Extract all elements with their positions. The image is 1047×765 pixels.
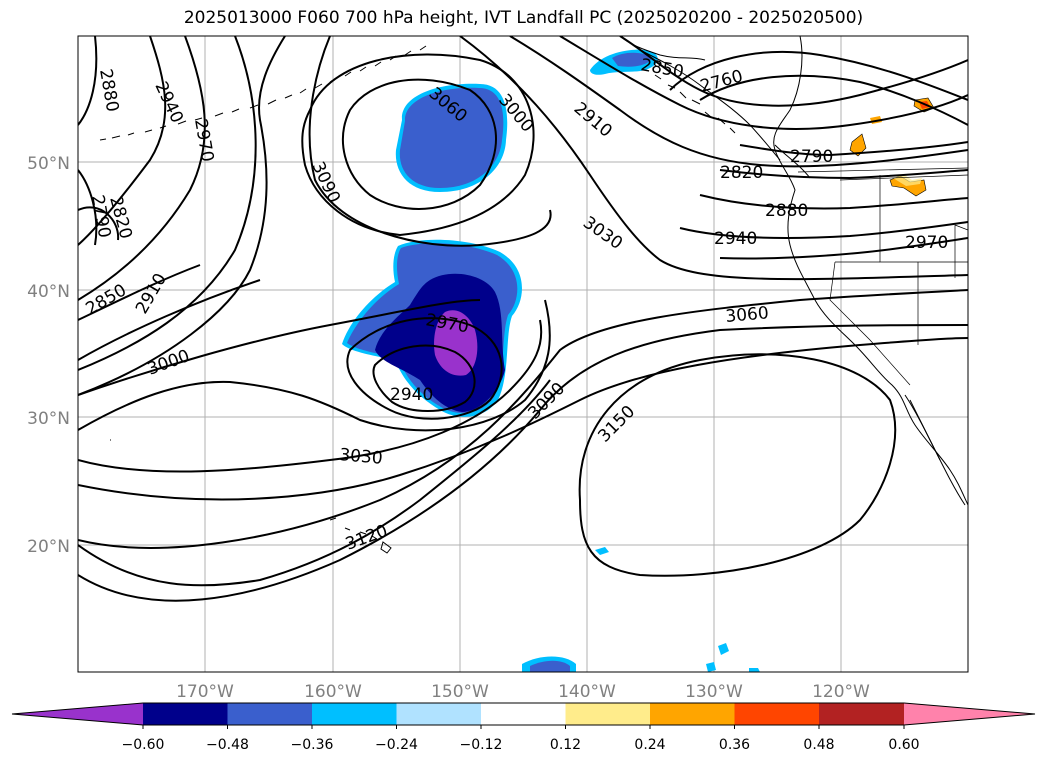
contour-2820-west-2: [78, 206, 120, 241]
contour-label: 2820: [720, 163, 763, 183]
gulf-coast: [909, 399, 941, 461]
colorbar-cell: [734, 703, 819, 725]
contour-3000-ridge: [308, 36, 552, 247]
contour-3090-loop: [301, 53, 535, 237]
colorbar-cell: [565, 703, 650, 725]
shade-small-4: [749, 668, 760, 672]
contour-3060-loop: [342, 78, 497, 210]
longitude-labels: 170°W 160°W 150°W 140°W 130°W 120°W: [176, 682, 870, 702]
colorbar-tick-label: −0.60: [122, 737, 165, 753]
contour-3000-mid: [78, 299, 481, 396]
shade-small-3: [706, 662, 716, 672]
colorbar-tick-label: 0.12: [550, 737, 581, 753]
contour-3030-low: [78, 319, 543, 473]
contour-label: 2970: [905, 233, 948, 253]
alaska-islands-1: [654, 74, 736, 134]
shade-alaska-blue: [612, 52, 652, 67]
lon-label: 130°W: [685, 682, 743, 702]
contour-2880-2: [699, 194, 968, 210]
contour-2940-low: [372, 344, 476, 412]
contour-3030-west: [78, 36, 286, 396]
contour-2910-low: [78, 279, 261, 361]
contour-2820-2: [719, 169, 968, 180]
shade-yellow-4: [893, 174, 922, 186]
colorbar-tick-label: 0.60: [888, 737, 919, 753]
contour-2820-loop: [669, 50, 968, 101]
north-america-coast: [773, 36, 968, 506]
colorbar-tick-label: −0.24: [375, 737, 418, 753]
contour-2880-main: [559, 36, 968, 130]
contour-2790-loop: [699, 74, 968, 126]
lon-label: 160°W: [304, 682, 362, 702]
contour-label: 2880: [765, 201, 808, 221]
contour-2940-2: [679, 221, 968, 239]
contour-3030-bottom: [78, 337, 968, 501]
contour-3000-west: [78, 36, 257, 371]
shade-north-blue: [399, 87, 504, 188]
contour-2910-main: [509, 36, 968, 168]
colorbar-cell: [227, 703, 312, 725]
alaska-panhandle: [639, 49, 781, 161]
map-area: 2880 2940 2970 3060 3000 2910 2760 2790 …: [78, 36, 968, 672]
colorbar-tick-label: −0.36: [291, 737, 334, 753]
lon-label: 150°W: [431, 682, 489, 702]
map-frame: [77, 35, 969, 673]
colorbar-tick-label: −0.12: [460, 737, 503, 753]
contour-label: 2790: [790, 147, 833, 167]
contour-2790-west-2: [78, 169, 98, 246]
contour-2850-low: [78, 264, 201, 321]
colorbar-cell: [650, 703, 735, 725]
colorbar-tick-label: 0.24: [634, 737, 665, 753]
colorbar-tick-label: 0.36: [719, 737, 750, 753]
hawaii-islands: [329, 517, 392, 554]
contour-3030-main: [459, 36, 968, 281]
contour-label: 2940: [714, 229, 757, 249]
lon-label: 170°W: [176, 682, 234, 702]
contour-2970-low: [346, 317, 503, 420]
contour-3060-main: [78, 289, 968, 549]
colorbar-cell: [819, 703, 904, 725]
lat-label: 20°N: [27, 537, 70, 557]
canada-us-border: [797, 167, 968, 173]
colorbar-cell: [143, 703, 228, 725]
state-border-5: [839, 174, 968, 181]
lat-label: 30°N: [27, 409, 70, 429]
lat-label: 50°N: [27, 154, 70, 174]
shade-main-purple: [434, 310, 478, 376]
contour-2970-2: [719, 237, 968, 260]
shade-small-2: [718, 643, 729, 655]
height-contours: [78, 36, 968, 602]
colorbar: −0.60 −0.48 −0.36 −0.24 −0.12 0.12 0.24 …: [11, 702, 1036, 753]
contour-2850-main: [619, 36, 968, 107]
colorbar-cell: [396, 703, 481, 725]
contour-label: 3060: [725, 303, 770, 327]
contour-2790-2: [739, 141, 968, 157]
figure-title: 2025013000 F060 700 hPa height, IVT Land…: [183, 8, 864, 28]
contour-label: 3030: [339, 445, 384, 469]
colorbar-cell: [481, 703, 566, 725]
colorbar-extend-low: [12, 703, 143, 725]
vancouver-island: [774, 144, 811, 179]
ivt-pc-shading: [342, 49, 935, 672]
lon-label: 120°W: [812, 682, 870, 702]
shade-south-blue: [530, 660, 570, 672]
state-border-4: [829, 261, 911, 386]
lat-label: 40°N: [27, 282, 70, 302]
lon-label: 140°W: [558, 682, 616, 702]
colorbar-extend-high: [904, 703, 1035, 725]
colorbar-tick-label: 0.48: [803, 737, 834, 753]
colorbar-cell: [312, 703, 397, 725]
contour-3090-main: [78, 324, 968, 602]
shade-small-1: [595, 547, 609, 555]
latitude-labels: 50°N 40°N 30°N 20°N: [27, 154, 70, 557]
colorbar-tick-label: −0.48: [206, 737, 249, 753]
contour-2880-west: [78, 36, 98, 126]
contour-label: 2940: [390, 385, 433, 405]
contour-3000-low: [78, 299, 551, 432]
coastlines: [99, 36, 968, 554]
state-border-6: [954, 224, 968, 278]
contour-2970-west: [78, 36, 206, 301]
